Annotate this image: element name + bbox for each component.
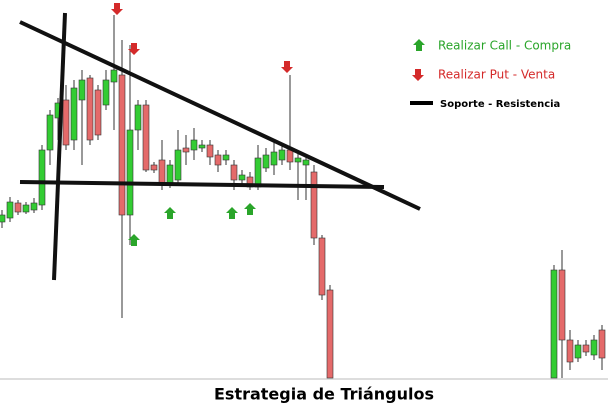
candle-body [310,171,318,239]
candle-body [110,69,118,83]
candle-body [86,77,94,141]
candle-body [0,214,6,223]
candle-body [302,159,310,166]
candle-body [294,157,302,163]
trend-line [52,12,67,281]
candle-body [222,154,230,161]
candle-body [150,164,158,171]
resistance-line [19,20,421,211]
candle-body [214,154,222,166]
put-arrows [111,3,424,81]
candle-body [318,237,326,296]
candle-body [134,104,142,131]
candle-body [550,269,558,379]
put-arrow [128,43,140,55]
candle-body [102,79,110,106]
candle-body [14,202,22,213]
candle-body [326,289,334,379]
call-arrow [226,207,238,219]
candle-body [142,104,150,171]
candle-body [582,344,590,353]
support-line [19,180,385,189]
candle-body [38,149,46,206]
candle-body [206,144,214,158]
legend-call-arrow [413,39,425,51]
candle-body [558,269,566,341]
candle-body [22,204,30,213]
candle-body [126,129,134,216]
call-arrow [244,203,256,215]
candle-body [270,151,278,166]
candle-body [30,202,38,211]
candle-body [286,149,294,163]
candle-body [182,147,190,153]
candle-body [94,89,102,136]
candle-body [262,154,270,169]
chart-title: Estrategia de Triángulos [214,385,434,404]
candle-body [6,201,14,219]
legend-label: Realizar Put - Venta [438,68,555,82]
call-arrow [128,234,140,246]
candle-body [278,149,286,161]
candle-body [70,87,78,141]
candle-body [574,344,582,359]
call-arrow [164,207,176,219]
put-arrow [111,3,123,15]
candle-body [62,99,70,146]
candle-body [174,149,182,181]
candle-body [198,144,206,149]
candle-body [254,157,262,188]
legend-label: Realizar Call - Compra [438,39,571,53]
candle-body [46,114,54,151]
candle-body [590,339,598,356]
candle-body [158,159,166,186]
candle-body [238,174,246,181]
candle-body [190,139,198,151]
candle-body [118,74,126,216]
put-arrow [281,61,293,73]
candle-body [78,79,86,101]
legend-put-arrow [412,69,424,81]
call-arrows [128,39,425,246]
candles [0,15,606,379]
legend-label: Soporte - Resistencia [440,99,560,110]
candle-body [598,329,606,359]
candle-body [230,164,238,181]
candle-body [566,339,574,363]
candle-body [166,164,174,186]
